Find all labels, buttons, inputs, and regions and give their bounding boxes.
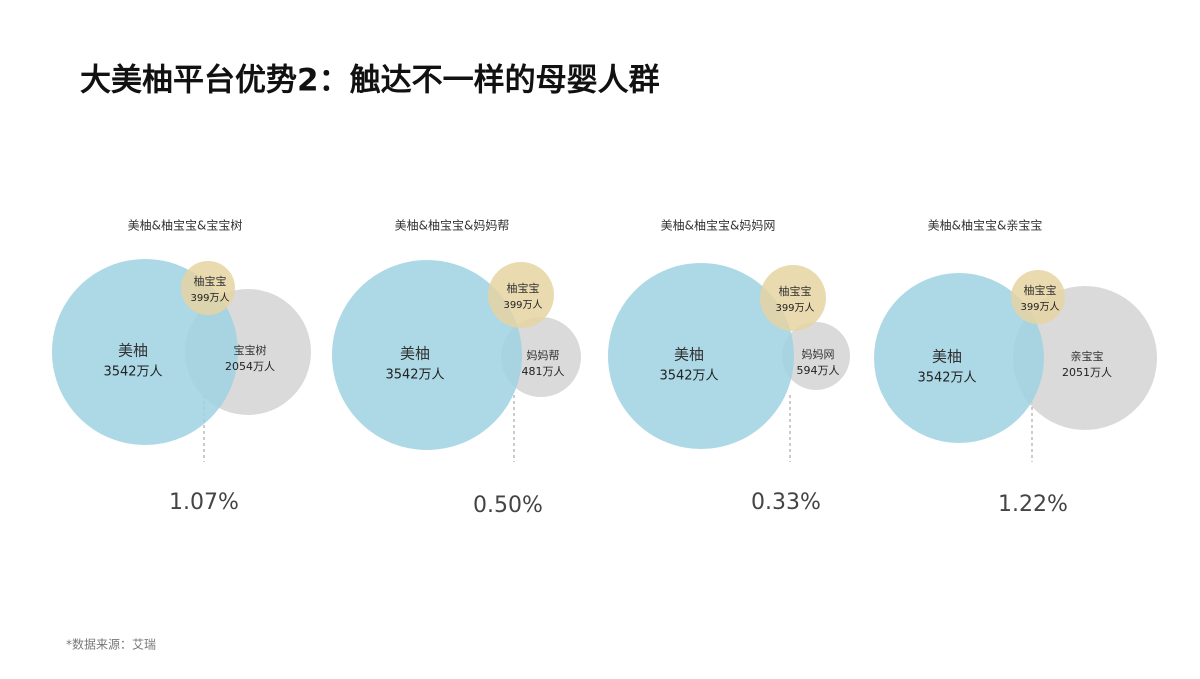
circle-value: 399万人	[775, 302, 814, 314]
footnote: *数据来源：艾瑞	[66, 637, 156, 652]
panel-label: 美柚&柚宝宝&妈妈帮	[395, 218, 510, 233]
circle-value: 481万人	[522, 365, 565, 378]
circle-value: 3542万人	[917, 371, 976, 386]
venn-circle	[760, 265, 826, 331]
circle-value: 399万人	[503, 299, 542, 311]
overlap-rate: 0.50%	[473, 493, 543, 518]
venn-circle	[608, 263, 794, 449]
venn-circle	[181, 261, 235, 315]
circle-name: 宝宝树	[234, 343, 267, 357]
panel-label: 美柚&柚宝宝&宝宝树	[128, 218, 243, 233]
circle-value: 3542万人	[103, 365, 162, 380]
circle-name: 美柚	[932, 348, 962, 366]
venn-circle	[488, 262, 554, 328]
circle-name: 妈妈帮	[527, 348, 560, 362]
circle-value: 3542万人	[385, 368, 444, 383]
circle-name: 柚宝宝	[507, 281, 540, 295]
venn-circle	[1013, 286, 1157, 430]
circle-value: 399万人	[1020, 301, 1059, 313]
slide-title: 大美柚平台优势2：触达不一样的母婴人群	[80, 63, 660, 99]
venn-circle	[1011, 270, 1065, 324]
overlap-rate: 1.22%	[998, 492, 1068, 517]
circle-value: 399万人	[190, 292, 229, 304]
panel-label: 美柚&柚宝宝&妈妈网	[661, 218, 776, 233]
overlap-rate: 0.33%	[751, 490, 821, 515]
circle-name: 美柚	[118, 342, 148, 360]
venn-circle	[782, 322, 850, 390]
venn-circle	[874, 273, 1044, 443]
circle-value: 3542万人	[659, 369, 718, 384]
circle-name: 妈妈网	[802, 347, 835, 361]
circle-value: 2054万人	[225, 360, 275, 373]
venn-circle	[501, 317, 581, 397]
circle-value: 2051万人	[1062, 366, 1112, 379]
circle-value: 594万人	[797, 364, 840, 377]
circle-name: 柚宝宝	[1024, 283, 1057, 297]
circle-name: 美柚	[400, 345, 430, 363]
overlap-rate: 1.07%	[169, 490, 239, 515]
panel-label: 美柚&柚宝宝&亲宝宝	[928, 218, 1043, 233]
circle-name: 柚宝宝	[194, 274, 227, 288]
venn-circle	[332, 260, 522, 450]
circle-name: 柚宝宝	[779, 284, 812, 298]
circle-name: 美柚	[674, 346, 704, 364]
circle-name: 亲宝宝	[1071, 349, 1104, 363]
